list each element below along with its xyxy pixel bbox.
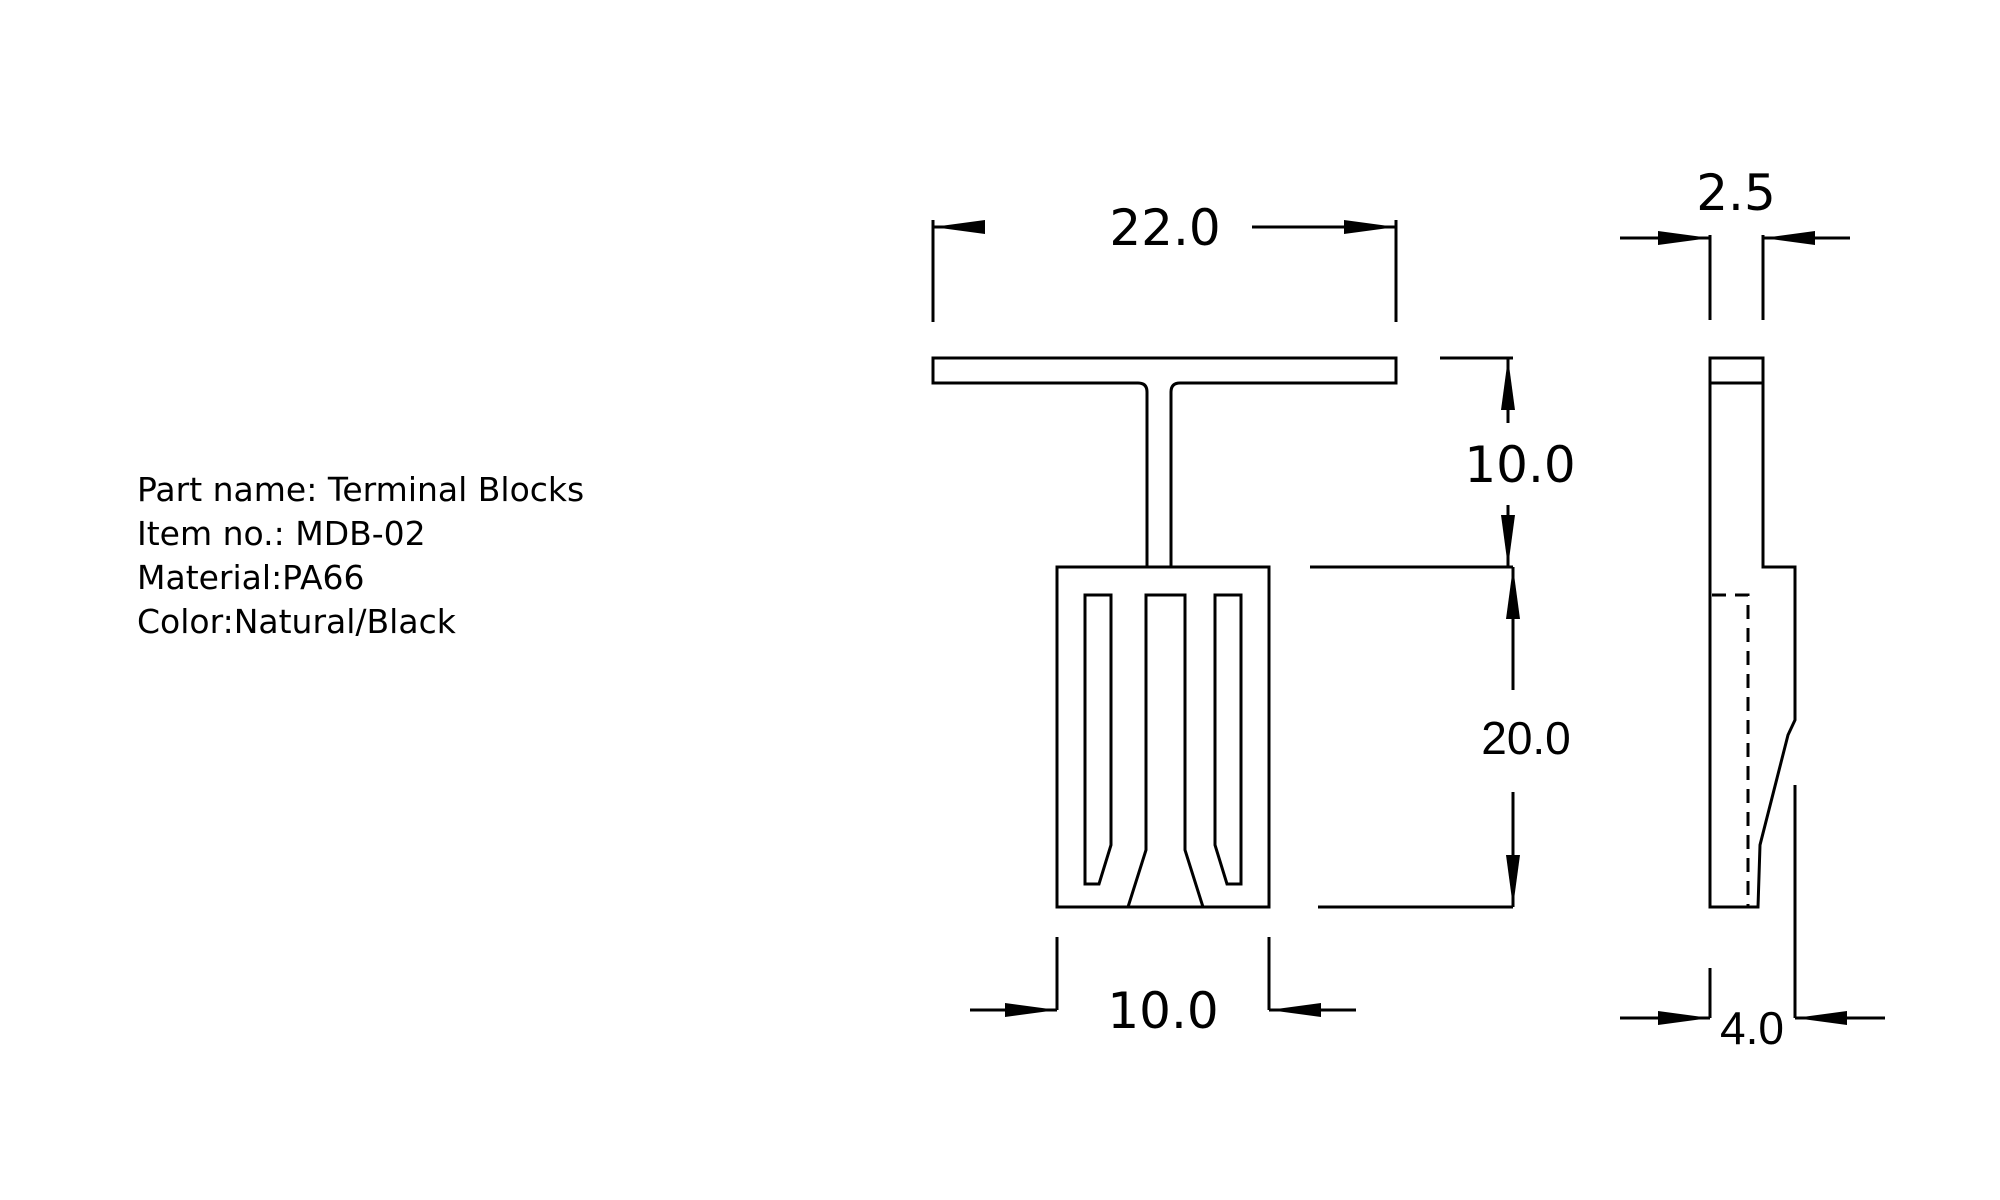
material: Material:PA66 (137, 558, 365, 597)
center-tongue (1126, 593, 1205, 908)
label-body-thickness: 4.0 (1720, 1002, 1784, 1054)
label-head-thickness: 2.5 (1696, 164, 1776, 222)
label-overall-width: 22.0 (1109, 199, 1220, 257)
hidden-slot-line (1712, 593, 1750, 907)
dim-body-thickness: 4.0 (1620, 785, 1885, 1054)
dim-head-thickness: 2.5 (1620, 164, 1850, 320)
dim-body-width: 10.0 (970, 937, 1356, 1040)
item-number: Item no.: MDB-02 (137, 514, 426, 553)
front-view (931, 356, 1398, 909)
dim-body-height: 20.0 (1318, 567, 1571, 909)
spec-block: Part name: Terminal Blocks Item no.: MDB… (137, 468, 584, 644)
dim-head-height: 10.0 (1310, 356, 1576, 569)
body-outline (1055, 565, 1271, 909)
label-head-height: 10.0 (1464, 436, 1575, 494)
part-name: Part name: Terminal Blocks (137, 470, 585, 509)
label-body-height: 20.0 (1481, 712, 1571, 764)
right-slot (1213, 593, 1243, 886)
color: Color:Natural/Black (137, 602, 456, 641)
head-bar (931, 356, 1398, 569)
left-slot (1083, 593, 1113, 886)
label-body-width: 10.0 (1107, 982, 1218, 1040)
dim-overall-width: 22.0 (931, 199, 1398, 322)
side-outline (1708, 356, 1797, 909)
side-view (1708, 356, 1797, 909)
